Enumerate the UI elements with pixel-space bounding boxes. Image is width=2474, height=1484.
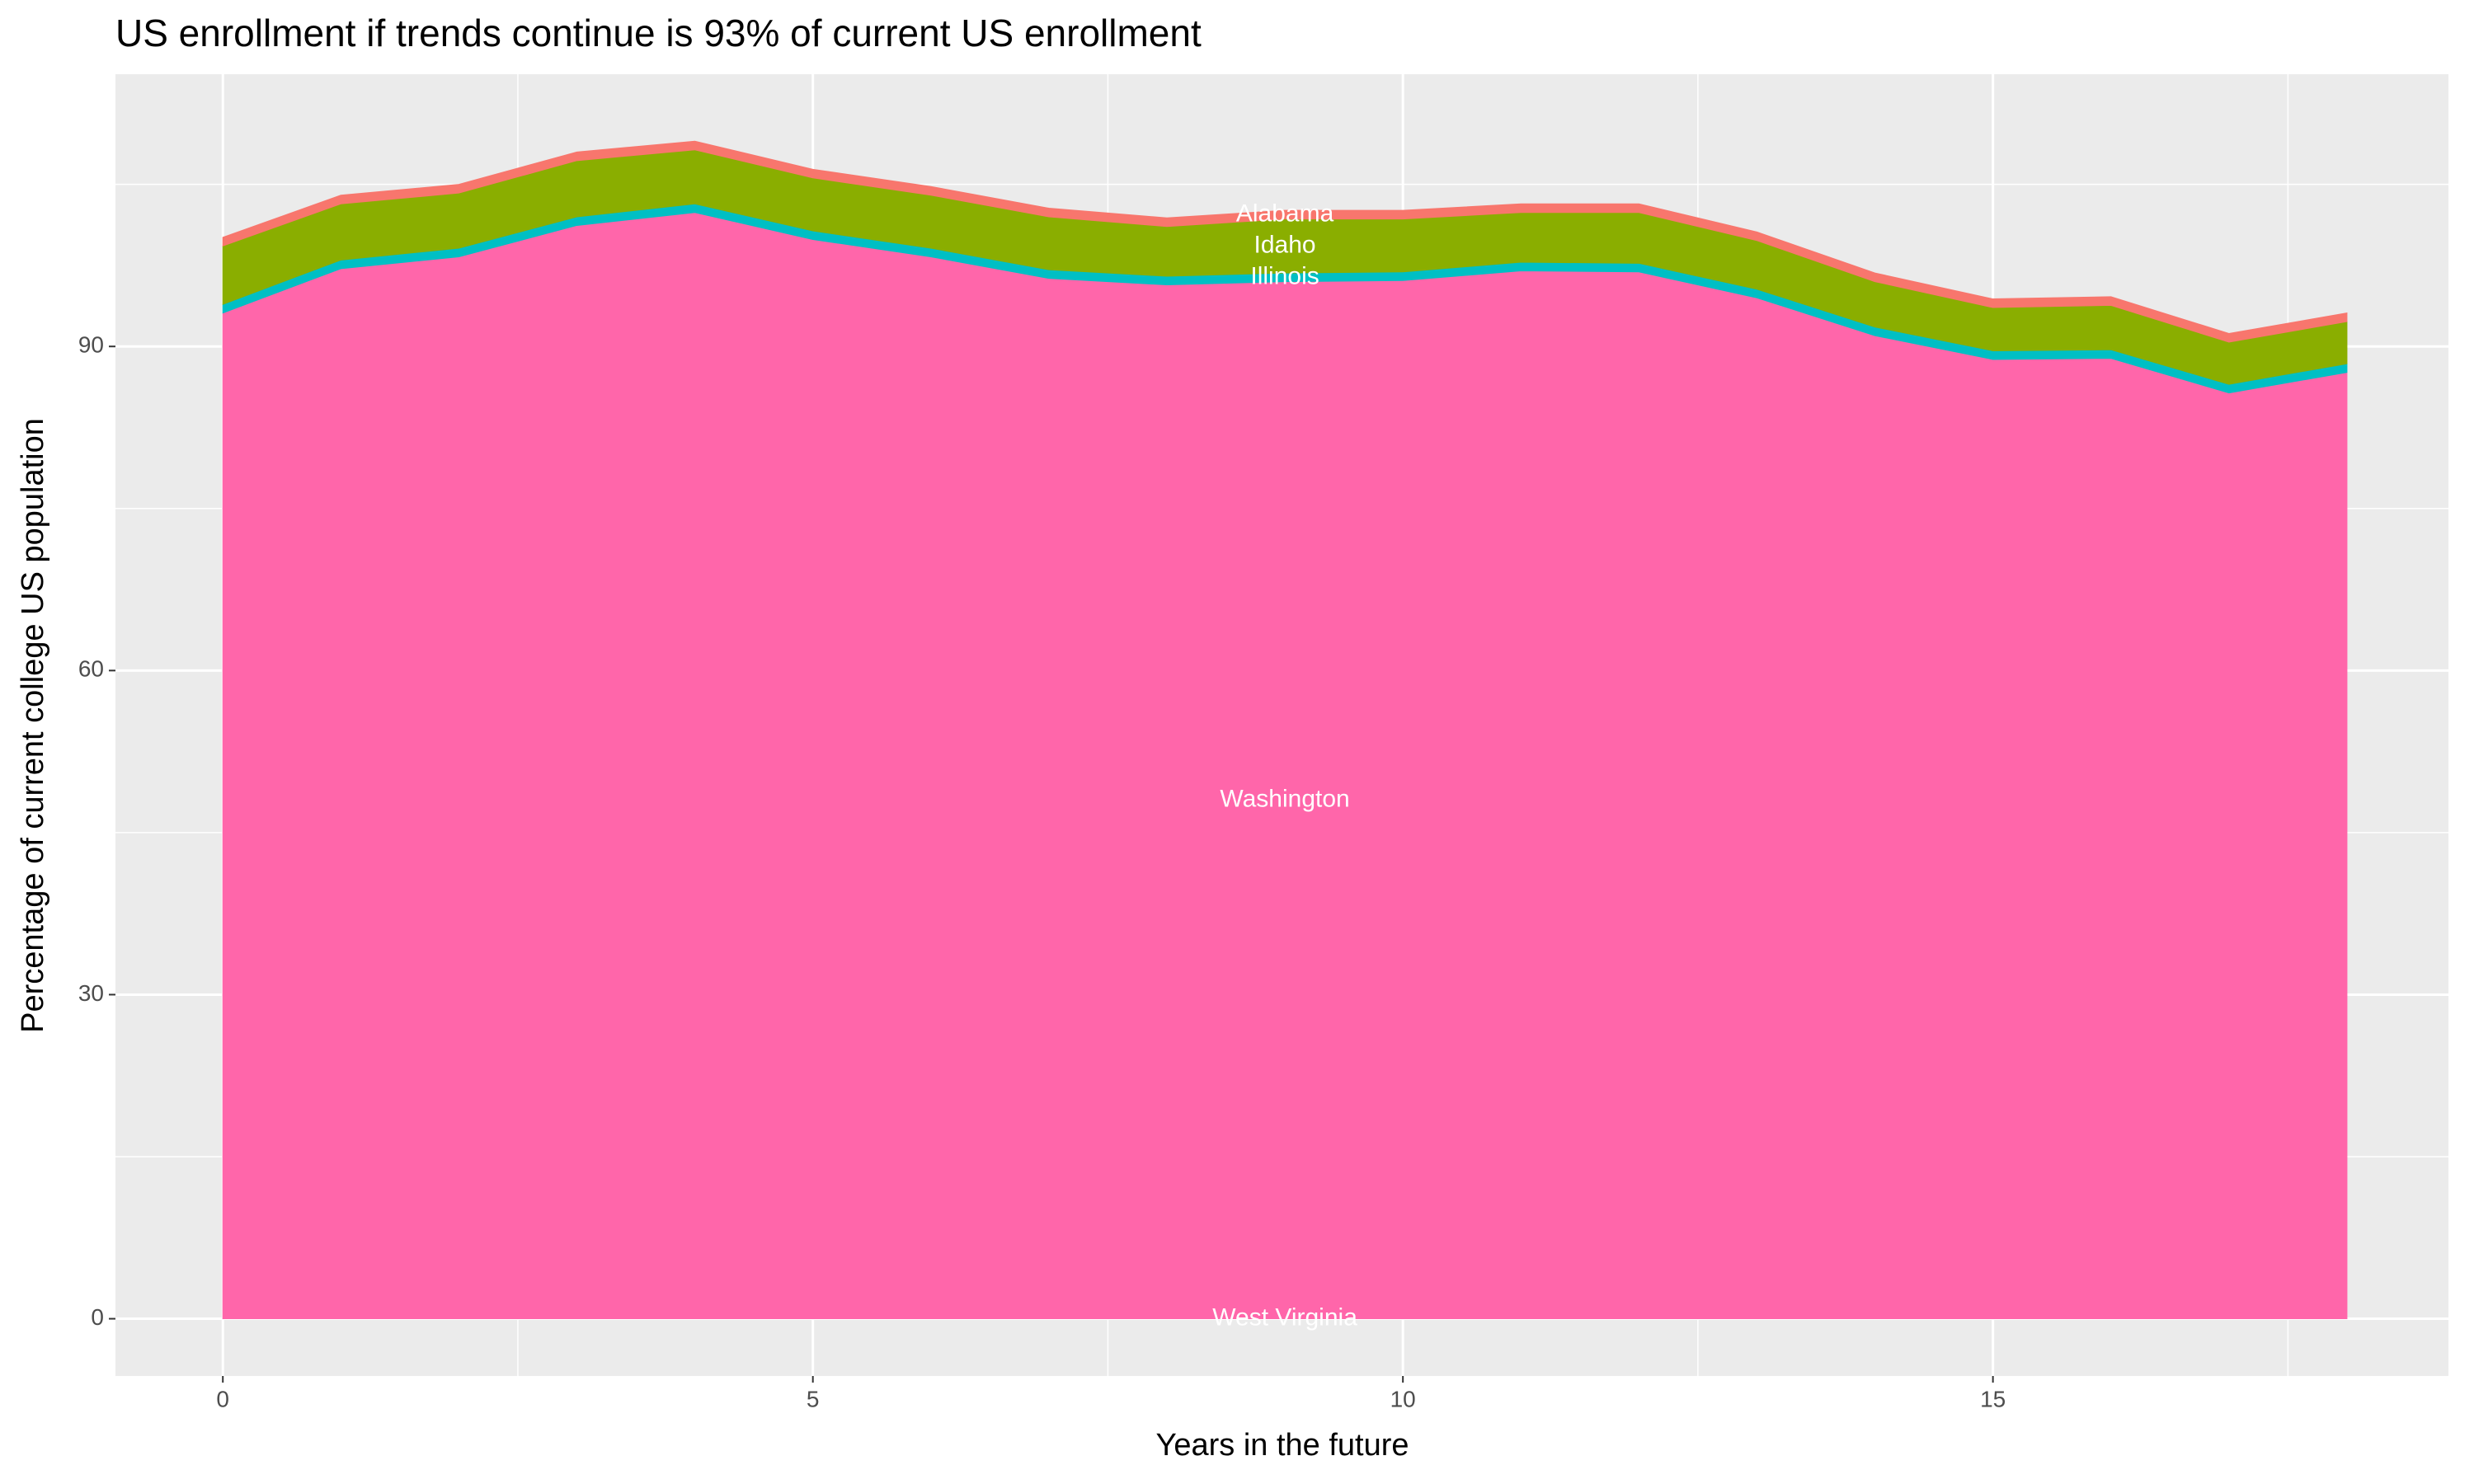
chart-title: US enrollment if trends continue is 93% … xyxy=(115,12,1202,54)
x-tick-label: 15 xyxy=(1980,1386,2006,1411)
series-label: Idaho xyxy=(1254,231,1316,258)
series-label: West Virginia xyxy=(1212,1303,1357,1331)
x-tick-label: 0 xyxy=(216,1386,229,1411)
x-axis-title: Years in the future xyxy=(1155,1428,1409,1463)
areas xyxy=(222,140,2348,1320)
series-label: Washington xyxy=(1220,785,1349,812)
y-tick-label: 60 xyxy=(78,656,104,682)
x-tick-label: 10 xyxy=(1390,1386,1416,1411)
area xyxy=(222,212,2348,1320)
series-label: Alabama xyxy=(1236,200,1334,227)
y-tick-label: 0 xyxy=(91,1304,104,1330)
series-label: Illinois xyxy=(1250,262,1319,289)
labels: West Virginia Washington Illinois Idaho Alab… xyxy=(1212,200,1357,1331)
x-tick-label: 5 xyxy=(807,1386,820,1411)
y-tick-label: 30 xyxy=(78,980,104,1006)
area xyxy=(222,140,2348,343)
y-axis-title: Percentage of current college US populat… xyxy=(16,418,50,1033)
y-tick-label: 90 xyxy=(78,332,104,358)
